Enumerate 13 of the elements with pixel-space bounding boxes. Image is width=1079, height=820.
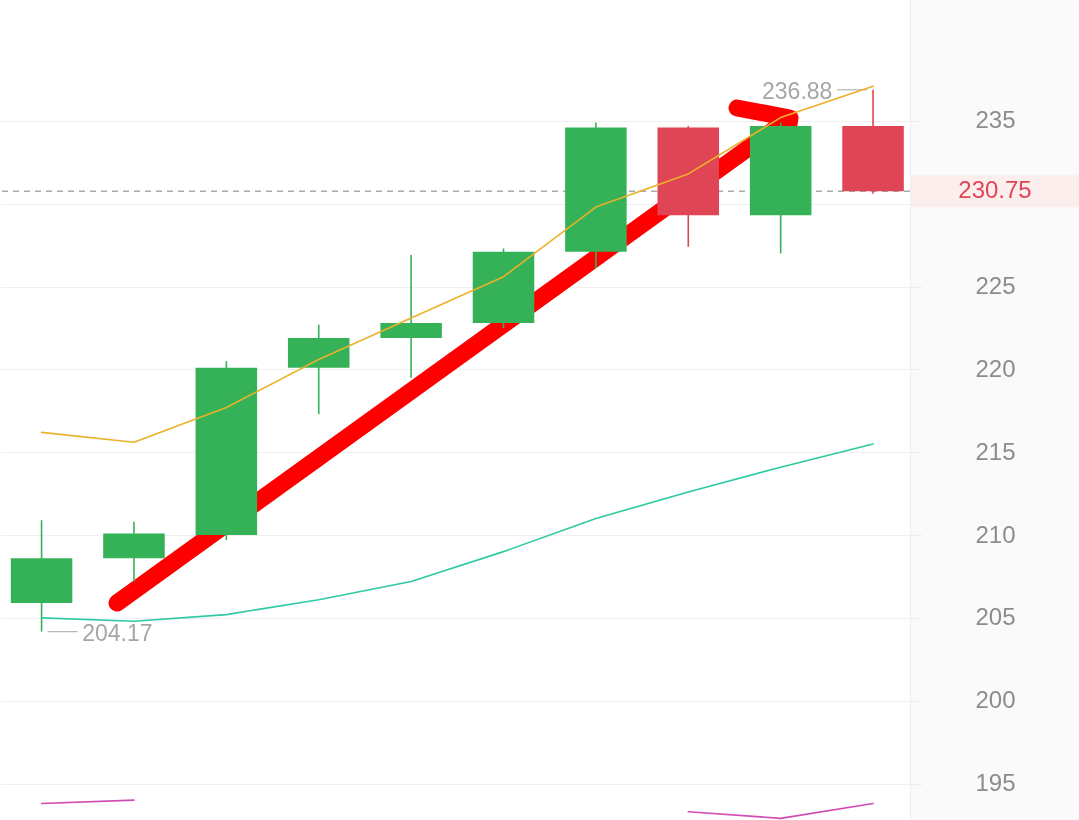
ref-line-label: 230.75 bbox=[958, 176, 1032, 204]
y-tick-label: 205 bbox=[975, 603, 1016, 631]
y-tick-label: 220 bbox=[975, 354, 1016, 382]
line-series bbox=[40, 443, 874, 623]
candlestick bbox=[380, 254, 442, 379]
y-tick-label: 210 bbox=[975, 520, 1016, 548]
y-tick-label: 195 bbox=[975, 769, 1016, 797]
y-tick-label: 215 bbox=[975, 437, 1016, 465]
y-tick-label: 235 bbox=[975, 106, 1016, 134]
annotation: 204.17 bbox=[82, 619, 153, 646]
y-tick-label: 225 bbox=[975, 272, 1016, 300]
y-tick-label: 200 bbox=[975, 686, 1016, 714]
annotation: 236.88 bbox=[762, 77, 833, 104]
